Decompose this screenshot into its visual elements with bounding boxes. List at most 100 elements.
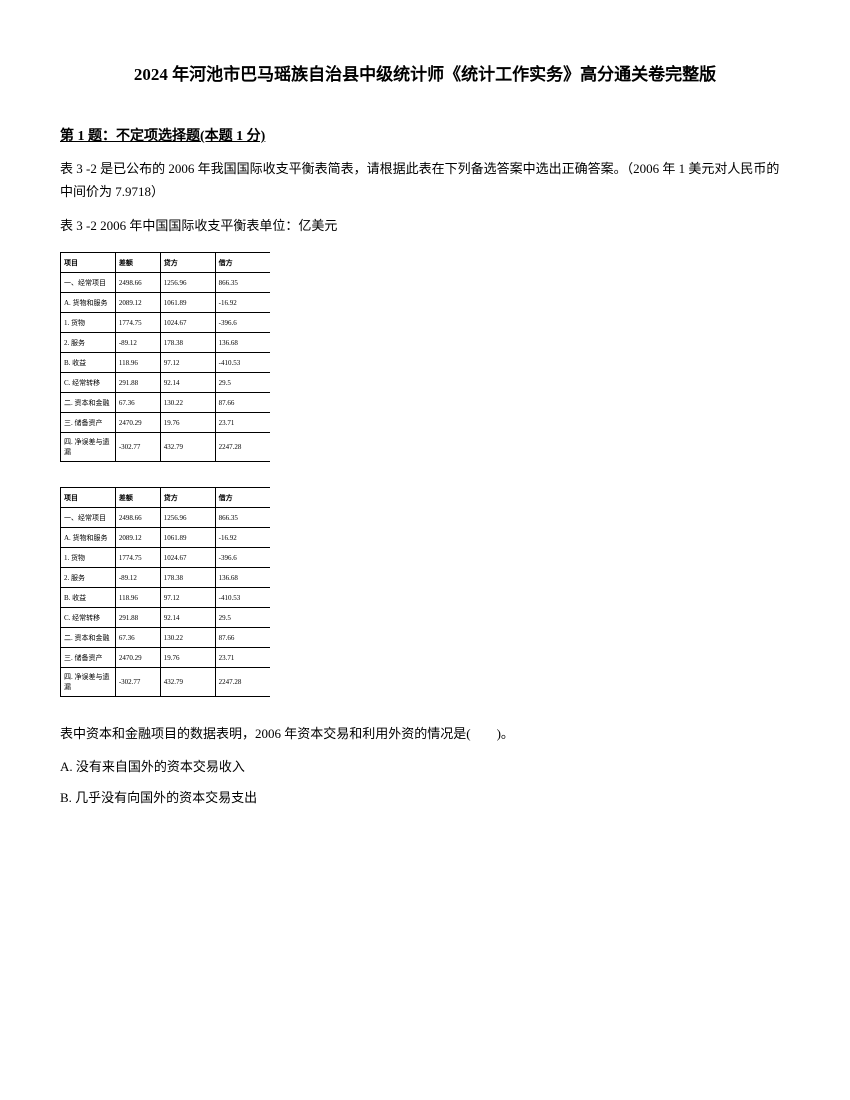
table-cell: -302.77 — [115, 668, 160, 697]
table-row: 1. 货物1774.751024.67-396.6 — [61, 313, 271, 333]
table-row: 四. 净误差与遗漏-302.77432.792247.28 — [61, 668, 271, 697]
table-cell: B. 收益 — [61, 353, 116, 373]
table-cell: -410.53 — [215, 353, 270, 373]
table-cell: 2470.29 — [115, 413, 160, 433]
table-header-row: 项目 差额 贷方 借方 — [61, 253, 271, 273]
table-cell: 23.71 — [215, 648, 270, 668]
table-cell: -396.6 — [215, 548, 270, 568]
table-cell: 1061.89 — [160, 528, 215, 548]
balance-table-1: 项目 差额 贷方 借方 一、经常项目2498.661256.96866.35A.… — [60, 252, 270, 462]
table-cell: 118.96 — [115, 353, 160, 373]
table-cell: 2. 服务 — [61, 568, 116, 588]
table-cell: 四. 净误差与遗漏 — [61, 433, 116, 462]
table-header-cell: 贷方 — [160, 253, 215, 273]
table-body-1: 一、经常项目2498.661256.96866.35A. 货物和服务2089.1… — [61, 273, 271, 462]
table-cell: 1774.75 — [115, 548, 160, 568]
table-cell: 2. 服务 — [61, 333, 116, 353]
table-cell: -302.77 — [115, 433, 160, 462]
table-cell: 2089.12 — [115, 528, 160, 548]
table-row: 2. 服务-89.12178.38136.68 — [61, 568, 271, 588]
table-cell: -16.92 — [215, 528, 270, 548]
table-cell: 130.22 — [160, 393, 215, 413]
table-row: A. 货物和服务2089.121061.89-16.92 — [61, 528, 271, 548]
table-header-cell: 差额 — [115, 253, 160, 273]
table-cell: 136.68 — [215, 568, 270, 588]
option-b: B. 几乎没有向国外的资本交易支出 — [60, 786, 790, 811]
document-title: 2024 年河池市巴马瑶族自治县中级统计师《统计工作实务》高分通关卷完整版 — [60, 60, 790, 85]
table-row: 2. 服务-89.12178.38136.68 — [61, 333, 271, 353]
table-cell: 1024.67 — [160, 313, 215, 333]
table-header-cell: 贷方 — [160, 488, 215, 508]
table-header-cell: 项目 — [61, 253, 116, 273]
table-row: 二. 资本和金融67.36130.2287.66 — [61, 628, 271, 648]
table-cell: 2470.29 — [115, 648, 160, 668]
table-cell: A. 货物和服务 — [61, 528, 116, 548]
table-cell: 29.5 — [215, 373, 270, 393]
question-header: 第 1 题：不定项选择题(本题 1 分) — [60, 125, 790, 145]
table-row: 1. 货物1774.751024.67-396.6 — [61, 548, 271, 568]
table-cell: 19.76 — [160, 413, 215, 433]
table-cell: 97.12 — [160, 588, 215, 608]
table-cell: 130.22 — [160, 628, 215, 648]
table-row: 二. 资本和金融67.36130.2287.66 — [61, 393, 271, 413]
table-cell: 432.79 — [160, 433, 215, 462]
table-cell: 2247.28 — [215, 668, 270, 697]
table-row: A. 货物和服务2089.121061.89-16.92 — [61, 293, 271, 313]
table-cell: 866.35 — [215, 508, 270, 528]
table-row: 三. 储备资产2470.2919.7623.71 — [61, 413, 271, 433]
table-cell: 1256.96 — [160, 273, 215, 293]
table-row: C. 经常转移291.8892.1429.5 — [61, 608, 271, 628]
table-cell: 2247.28 — [215, 433, 270, 462]
paragraph-2: 表 3 -2 2006 年中国国际收支平衡表单位：亿美元 — [60, 214, 790, 237]
table-cell: 三. 储备资产 — [61, 648, 116, 668]
table-header-cell: 借方 — [215, 488, 270, 508]
table-cell: 1061.89 — [160, 293, 215, 313]
table-row: B. 收益118.9697.12-410.53 — [61, 353, 271, 373]
table-cell: 一、经常项目 — [61, 273, 116, 293]
table-cell: 67.36 — [115, 393, 160, 413]
option-a: A. 没有来自国外的资本交易收入 — [60, 755, 790, 780]
table-cell: -89.12 — [115, 333, 160, 353]
table-cell: 1774.75 — [115, 313, 160, 333]
table-cell: 二. 资本和金融 — [61, 393, 116, 413]
table-cell: C. 经常转移 — [61, 373, 116, 393]
table-cell: 87.66 — [215, 393, 270, 413]
table-cell: 178.38 — [160, 568, 215, 588]
table-header-cell: 差额 — [115, 488, 160, 508]
table-cell: 178.38 — [160, 333, 215, 353]
table-cell: 四. 净误差与遗漏 — [61, 668, 116, 697]
table-cell: 19.76 — [160, 648, 215, 668]
table-header-cell: 借方 — [215, 253, 270, 273]
table-cell: 29.5 — [215, 608, 270, 628]
table-cell: 136.68 — [215, 333, 270, 353]
table-row: B. 收益118.9697.12-410.53 — [61, 588, 271, 608]
table-cell: 432.79 — [160, 668, 215, 697]
table-cell: 23.71 — [215, 413, 270, 433]
table-cell: 二. 资本和金融 — [61, 628, 116, 648]
table-cell: 2089.12 — [115, 293, 160, 313]
table-body-2: 一、经常项目2498.661256.96866.35A. 货物和服务2089.1… — [61, 508, 271, 697]
table-cell: -396.6 — [215, 313, 270, 333]
table-cell: 291.88 — [115, 608, 160, 628]
balance-table-2: 项目 差额 贷方 借方 一、经常项目2498.661256.96866.35A.… — [60, 487, 270, 697]
table-cell: A. 货物和服务 — [61, 293, 116, 313]
table-cell: 1. 货物 — [61, 313, 116, 333]
table-cell: C. 经常转移 — [61, 608, 116, 628]
table-row: 一、经常项目2498.661256.96866.35 — [61, 508, 271, 528]
table-cell: 291.88 — [115, 373, 160, 393]
table-header-cell: 项目 — [61, 488, 116, 508]
table-row: 一、经常项目2498.661256.96866.35 — [61, 273, 271, 293]
table-cell: -16.92 — [215, 293, 270, 313]
table-row: 四. 净误差与遗漏-302.77432.792247.28 — [61, 433, 271, 462]
table-cell: 2498.66 — [115, 273, 160, 293]
table-cell: 118.96 — [115, 588, 160, 608]
table-cell: 三. 储备资产 — [61, 413, 116, 433]
table-cell: 67.36 — [115, 628, 160, 648]
table-cell: 97.12 — [160, 353, 215, 373]
table-cell: -89.12 — [115, 568, 160, 588]
table-cell: 2498.66 — [115, 508, 160, 528]
question-text: 表中资本和金融项目的数据表明，2006 年资本交易和利用外资的情况是( )。 — [60, 722, 790, 747]
table-header-row: 项目 差额 贷方 借方 — [61, 488, 271, 508]
table-cell: 1256.96 — [160, 508, 215, 528]
table-cell: 一、经常项目 — [61, 508, 116, 528]
